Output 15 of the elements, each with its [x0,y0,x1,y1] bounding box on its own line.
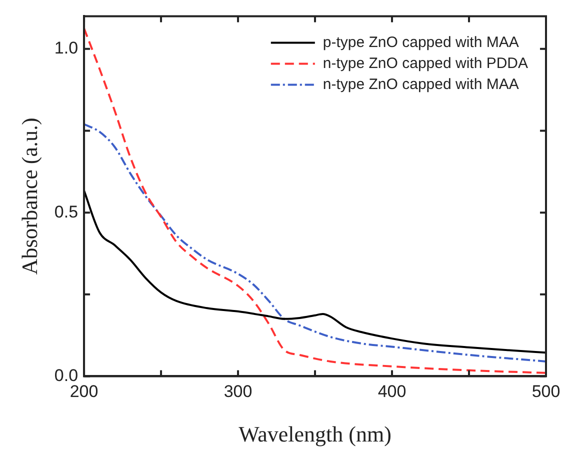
y-tick-label: 1.0 [54,38,78,58]
y-axis-title: Absorbance (a.u.) [16,118,42,275]
line-series [84,27,546,374]
x-tick-label: 300 [224,382,252,402]
legend-label: p-type ZnO capped with MAA [322,34,519,51]
x-tick-label: 400 [378,382,406,402]
legend-label: n-type ZnO capped with PDDA [322,54,528,72]
x-tick-label: 500 [532,382,560,402]
x-axis-title: Wavelength (nm) [238,422,392,447]
line-series [84,190,546,354]
y-tick-label: 0.5 [54,202,78,222]
line-series [84,123,546,362]
y-tick-label: 0.0 [54,366,78,385]
x-tick-label: 200 [70,382,98,402]
legend-label: n-type ZnO capped with MAA [322,76,519,93]
